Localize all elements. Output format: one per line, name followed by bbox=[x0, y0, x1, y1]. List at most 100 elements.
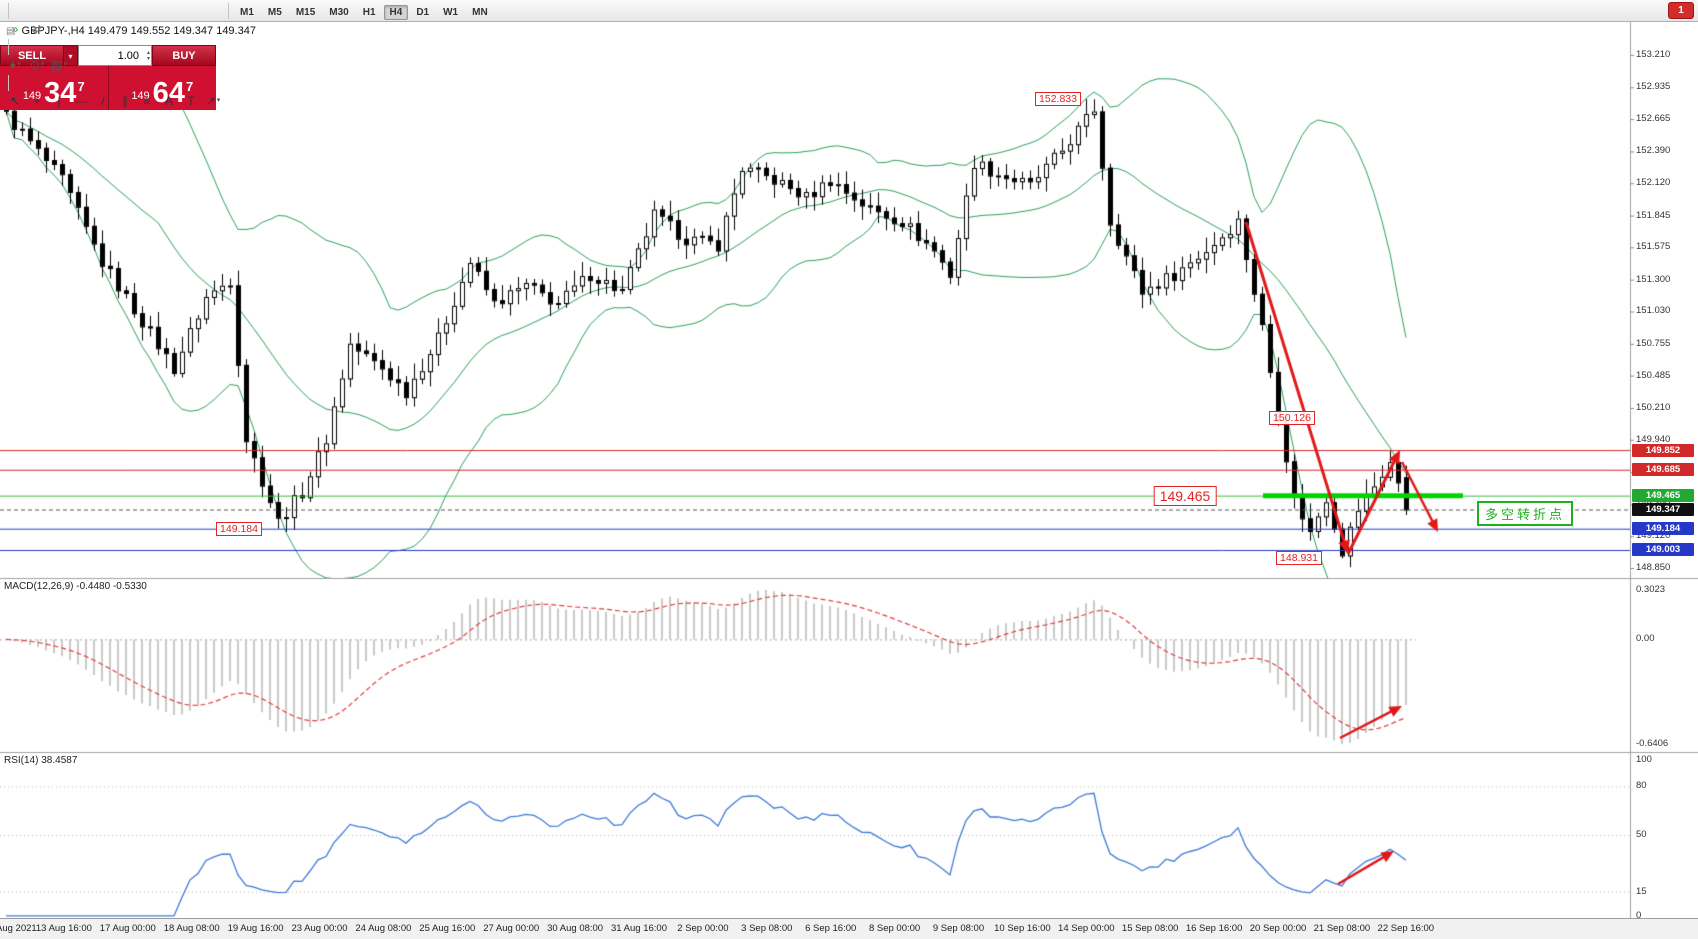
chart-shift-icon[interactable]: ⇄ bbox=[31, 21, 43, 36]
sell-price[interactable]: 149 34 7 bbox=[0, 66, 109, 110]
timeframe-h1[interactable]: H1 bbox=[362, 6, 376, 18]
toolbar-separator bbox=[228, 2, 229, 19]
volume-spinner[interactable]: ▴ ▾ bbox=[147, 46, 150, 65]
indicators-button[interactable]: + ▾ bbox=[9, 57, 21, 72]
price-axis-tick: 152.390 bbox=[1636, 145, 1671, 157]
price-annotation-152.833[interactable]: 152.833 bbox=[1035, 92, 1081, 107]
vertical-line-icon[interactable]: | bbox=[57, 93, 61, 108]
buy-price[interactable]: 149 64 7 bbox=[108, 66, 216, 110]
time-axis-label: 14 Sep 00:00 bbox=[1058, 923, 1115, 934]
price-annotation-149.184[interactable]: 149.184 bbox=[216, 521, 262, 536]
rsi-axis-tick: 80 bbox=[1636, 780, 1647, 792]
time-axis-label: 2 Sep 00:00 bbox=[677, 923, 729, 934]
price-axis-tick: 151.575 bbox=[1636, 241, 1671, 253]
periods-button[interactable]: ⊙ ▾ bbox=[29, 57, 45, 72]
volume-value: 1.00 bbox=[117, 49, 139, 62]
trendline-icon[interactable]: / bbox=[101, 93, 105, 108]
toolbar-groups: ▥▤新订单◪◫ⓘ▶自动交易▮◫≈⊕⊖⊞»⇄+▾⊙▾▧▾↖+|—/∥≡AT↗▾ bbox=[4, 0, 224, 111]
auto-scroll-icon[interactable]: » bbox=[11, 21, 19, 36]
price-badge: 149.685 bbox=[1632, 463, 1694, 477]
buy-price-sup: 7 bbox=[185, 79, 194, 94]
toolbar: ▥▤新订单◪◫ⓘ▶自动交易▮◫≈⊕⊖⊞»⇄+▾⊙▾▧▾↖+|—/∥≡AT↗▾ M… bbox=[0, 0, 1698, 108]
price-badge: 149.347 bbox=[1632, 503, 1694, 517]
one-click-trading-panel: SELL ▾ 1.00 ▴ ▾ BUY 149 34 7 149 64 7 bbox=[0, 45, 216, 110]
time-axis-label: 23 Aug 00:00 bbox=[291, 923, 348, 934]
timeframe-m1[interactable]: M1 bbox=[240, 6, 254, 18]
tile-windows-icon[interactable]: ⊞ bbox=[48, 0, 70, 3]
symbol-header: ▤ GBPJPY-,H4 149.479 149.552 149.347 149… bbox=[6, 25, 256, 37]
price-annotation-148.931[interactable]: 148.931 bbox=[1276, 551, 1322, 566]
rsi-indicator-label: RSI(14) 38.4587 bbox=[4, 755, 78, 766]
toolbar-separator bbox=[8, 74, 9, 91]
fibonacci-icon[interactable]: ≡ bbox=[143, 93, 151, 108]
zoom-out-icon[interactable]: ⊖ bbox=[26, 0, 48, 3]
timeframe-m30[interactable]: M30 bbox=[329, 6, 349, 18]
macd-axis-tick: 0.00 bbox=[1636, 633, 1655, 645]
time-axis-label: 8 Sep 00:00 bbox=[868, 923, 921, 934]
time-axis-label: 22 Sep 16:00 bbox=[1377, 923, 1435, 934]
buy-price-big: 64 bbox=[152, 77, 185, 110]
label-icon[interactable]: T bbox=[187, 93, 195, 108]
macd-axis-tick: 0.3023 bbox=[1636, 584, 1666, 596]
buy-price-main: 149 bbox=[131, 90, 150, 102]
time-axis-label: 12 Aug 2021 bbox=[0, 923, 37, 934]
price-axis-tick: 151.030 bbox=[1636, 305, 1671, 317]
sell-price-sup: 7 bbox=[77, 79, 85, 94]
price-axis-tick: 152.120 bbox=[1636, 177, 1671, 189]
channel-icon[interactable]: ∥ bbox=[122, 93, 128, 108]
time-axis-label: 10 Sep 16:00 bbox=[994, 923, 1051, 934]
time-axis-label: 27 Aug 00:00 bbox=[483, 923, 540, 934]
time-axis-label: 24 Aug 08:00 bbox=[355, 923, 412, 934]
arrows-button[interactable]: ↗ ▾ bbox=[205, 93, 221, 108]
alert-badge[interactable]: 1 bbox=[1668, 2, 1694, 19]
volume-input[interactable]: 1.00 ▴ ▾ bbox=[78, 45, 152, 66]
time-axis-label: 15 Sep 08:00 bbox=[1121, 923, 1179, 934]
turning-point-annotation[interactable]: 多空转折点 bbox=[1477, 501, 1574, 526]
sell-button[interactable]: SELL bbox=[0, 45, 64, 66]
price-badge: 149.003 bbox=[1632, 543, 1694, 557]
text-icon[interactable]: A bbox=[164, 93, 173, 108]
templates-button[interactable]: ▧ ▾ bbox=[51, 57, 67, 72]
rsi-axis-tick: 100 bbox=[1636, 754, 1652, 765]
price-axis-tick: 148.850 bbox=[1636, 562, 1671, 573]
time-axis-label: 30 Aug 08:00 bbox=[547, 923, 604, 934]
chevron-down-icon: ▾ bbox=[17, 60, 21, 68]
chevron-down-icon: ▾ bbox=[63, 60, 67, 68]
time-axis-label: 20 Sep 00:00 bbox=[1249, 923, 1307, 934]
price-axis-tick: 151.300 bbox=[1636, 273, 1671, 285]
time-axis-label: 6 Sep 16:00 bbox=[805, 923, 857, 934]
volume-dropdown-icon[interactable]: ▾ bbox=[64, 45, 78, 66]
symbol-ohlc-text: GBPJPY-,H4 149.479 149.552 149.347 149.3… bbox=[21, 25, 256, 37]
toolbar-separator bbox=[8, 2, 9, 19]
timeframe-h4[interactable]: H4 bbox=[383, 4, 409, 20]
timeframe-m15[interactable]: M15 bbox=[295, 6, 316, 18]
cursor-icon[interactable]: ↖ bbox=[9, 93, 21, 108]
horizontal-line-icon[interactable]: — bbox=[75, 93, 87, 108]
price-axis-tick: 149.940 bbox=[1636, 433, 1671, 445]
time-axis-label: 16 Sep 16:00 bbox=[1185, 923, 1243, 934]
crosshair-icon[interactable]: + bbox=[33, 93, 41, 108]
macd-axis-tick: -0.6406 bbox=[1636, 738, 1669, 749]
buy-button[interactable]: BUY bbox=[152, 45, 216, 66]
timeframe-m5[interactable]: M5 bbox=[267, 6, 282, 18]
rsi-axis-tick: 15 bbox=[1636, 885, 1647, 897]
spinner-up-icon[interactable]: ▴ bbox=[146, 49, 150, 56]
spinner-down-icon[interactable]: ▾ bbox=[146, 55, 150, 62]
time-axis-label: 31 Aug 16:00 bbox=[611, 923, 667, 934]
time-axis-label: 13 Aug 16:00 bbox=[35, 923, 92, 934]
price-axis-tick: 150.755 bbox=[1636, 337, 1671, 349]
price-badge: 149.852 bbox=[1632, 443, 1694, 457]
price-annotation-150.126[interactable]: 150.126 bbox=[1269, 410, 1315, 425]
zoom-in-icon[interactable]: ⊕ bbox=[4, 0, 26, 3]
price-badge: 149.465 bbox=[1632, 489, 1694, 503]
time-axis-label: 9 Sep 08:00 bbox=[932, 923, 985, 934]
timeframe-d1[interactable]: D1 bbox=[416, 6, 430, 18]
price-axis-tick: 150.485 bbox=[1636, 369, 1671, 381]
timeframe-mn[interactable]: MN bbox=[472, 6, 488, 18]
price-annotation-149.465[interactable]: 149.465 bbox=[1153, 485, 1217, 506]
timeframe-w1[interactable]: W1 bbox=[443, 6, 459, 18]
time-axis-label: 25 Aug 16:00 bbox=[419, 923, 476, 934]
